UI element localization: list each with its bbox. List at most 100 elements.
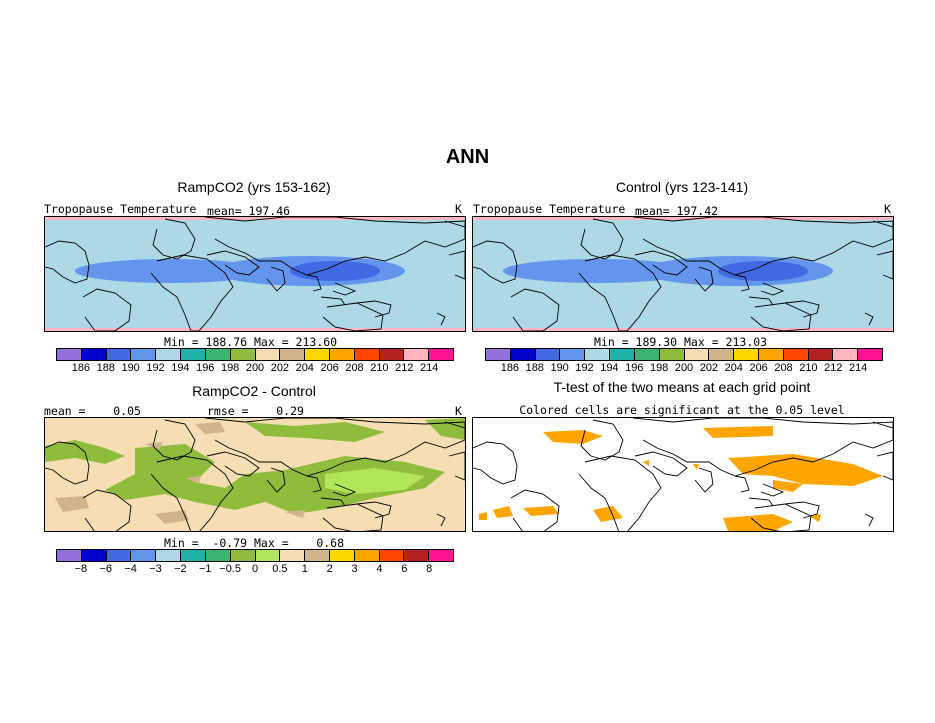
colorbar-abs-swatch <box>535 349 561 360</box>
colorbar-abs-tick-label: 196 <box>196 362 215 374</box>
colorbar-abs-swatch <box>684 349 710 360</box>
ramp-temperature-field <box>45 217 465 331</box>
colorbar-abs-tick-label: 192 <box>146 362 165 374</box>
colorbar-abs-swatch <box>486 349 511 360</box>
colorbar-abs-tick-label: 210 <box>370 362 389 374</box>
colorbar-abs-swatch <box>404 349 430 360</box>
colorbar-abs-swatch <box>833 349 859 360</box>
colorbar-abs-swatch <box>280 349 306 360</box>
colorbar-abs-tick-label: 204 <box>295 362 314 374</box>
ramp-map <box>44 216 466 332</box>
colorbar-abs-tick-label: 214 <box>419 362 439 374</box>
colorbar-abs-tick-label: 202 <box>699 362 719 374</box>
colorbar-abs-swatch <box>858 349 882 360</box>
colorbar-abs-swatch <box>131 349 157 360</box>
colorbar-diff-swatch <box>404 550 430 561</box>
colorbar-abs-tick-label: 192 <box>575 362 594 374</box>
significant-cells <box>479 426 883 531</box>
colorbar-abs-swatch <box>610 349 635 360</box>
colorbar-abs-tick-label: 208 <box>345 362 364 374</box>
colorbar-abs-swatch <box>106 349 132 360</box>
colorbar-diff-swatch <box>230 550 256 561</box>
control-minmax-label: Min = 189.30 Max = 213.03 <box>594 335 768 349</box>
colorbar-abs-swatch <box>659 349 685 360</box>
colorbar-abs-swatch <box>634 349 660 360</box>
diff-panel-title: RampCO2 - Control <box>192 383 316 399</box>
ramp-units-label: K <box>455 202 462 216</box>
ttest-panel-title: T-test of the two means at each grid poi… <box>553 379 811 395</box>
colorbar-abs-swatch <box>783 349 809 360</box>
colorbar-abs-tick-label: 188 <box>525 362 544 374</box>
colorbar-abs-tick-label: 204 <box>724 362 743 374</box>
coastline-outlines <box>473 217 893 331</box>
colorbar-diff-tick-label: 8 <box>426 563 433 575</box>
colorbar-abs-tick-label: 186 <box>71 362 91 374</box>
control-colorbar <box>485 348 883 361</box>
coastline-outlines <box>473 418 893 531</box>
diff-warm-spots <box>55 422 305 524</box>
diff-map <box>44 417 466 532</box>
colorbar-abs-swatch <box>709 349 735 360</box>
diff-high-area <box>325 468 425 494</box>
control-temperature-field <box>473 217 893 331</box>
colorbar-abs-tick-label: 186 <box>500 362 520 374</box>
colorbar-abs-swatch <box>808 349 834 360</box>
colorbar-abs-swatch <box>57 349 82 360</box>
colorbar-abs-tick-label: 194 <box>171 362 190 374</box>
ramp-minmax-label: Min = 188.76 Max = 213.60 <box>164 335 338 349</box>
colorbar-abs-swatch <box>429 349 453 360</box>
colorbar-diff-swatch <box>280 550 306 561</box>
colorbar-diff-swatch <box>305 550 330 561</box>
colorbar-diff-tick-label: −2 <box>174 563 187 575</box>
ramp-mean-label: mean= 197.46 <box>207 204 291 218</box>
colorbar-diff-tick-label: −1 <box>198 563 212 575</box>
ramp-panel-title: RampCO2 (yrs 153-162) <box>177 179 331 195</box>
colorbar-diff-swatch <box>329 550 355 561</box>
colorbar-diff-tick-label: −4 <box>124 563 137 575</box>
colorbar-diff-swatch <box>379 550 405 561</box>
diff-colorbar <box>56 549 454 562</box>
colorbar-abs-swatch <box>329 349 355 360</box>
control-panel-title: Control (yrs 123-141) <box>615 179 749 195</box>
control-variable-label: Tropopause Temperature <box>473 202 626 216</box>
colorbar-abs-swatch <box>560 349 586 360</box>
colorbar-diff-tick-label: −6 <box>99 563 113 575</box>
colorbar-abs-swatch <box>230 349 256 360</box>
page-title: ANN <box>445 146 490 168</box>
ttest-field <box>473 418 893 531</box>
colorbar-diff-swatch <box>156 550 182 561</box>
colorbar-diff-swatch <box>181 550 206 561</box>
colorbar-abs-swatch <box>156 349 182 360</box>
colorbar-diff-swatch <box>106 550 132 561</box>
colorbar-abs-swatch <box>305 349 330 360</box>
colorbar-abs-swatch <box>585 349 611 360</box>
coastline-outlines <box>45 418 465 531</box>
diff-minmax-label: Min = -0.79 Max = 0.68 <box>164 536 345 550</box>
control-map <box>472 216 894 332</box>
colorbar-abs-tick-label: 200 <box>674 362 694 374</box>
colorbar-abs-tick-label: 200 <box>245 362 265 374</box>
colorbar-diff-swatch <box>57 550 82 561</box>
colorbar-abs-tick-label: 190 <box>550 362 569 374</box>
colorbar-diff-tick-label: 3 <box>351 563 358 575</box>
colorbar-abs-tick-label: 206 <box>749 362 768 374</box>
colorbar-abs-tick-label: 188 <box>96 362 115 374</box>
colorbar-diff-swatch <box>205 550 231 561</box>
ramp-variable-label: Tropopause Temperature <box>44 202 197 216</box>
diff-field <box>45 418 465 531</box>
colorbar-abs-tick-label: 202 <box>270 362 290 374</box>
colorbar-abs-tick-label: 212 <box>395 362 414 374</box>
diff-mean-label: mean = 0.05 <box>44 404 141 418</box>
colorbar-abs-swatch <box>734 349 759 360</box>
diff-units-label: K <box>455 404 462 418</box>
colorbar-diff-swatch <box>255 550 281 561</box>
ramp-colorbar <box>56 348 454 361</box>
colorbar-abs-swatch <box>510 349 536 360</box>
colorbar-diff-swatch <box>81 550 107 561</box>
colorbar-diff-tick-label: 1 <box>301 563 308 575</box>
colorbar-abs-swatch <box>81 349 107 360</box>
colorbar-abs-swatch <box>758 349 784 360</box>
control-mean-label: mean= 197.42 <box>635 204 719 218</box>
colorbar-abs-tick-label: 196 <box>625 362 644 374</box>
colorbar-abs-tick-label: 208 <box>774 362 793 374</box>
